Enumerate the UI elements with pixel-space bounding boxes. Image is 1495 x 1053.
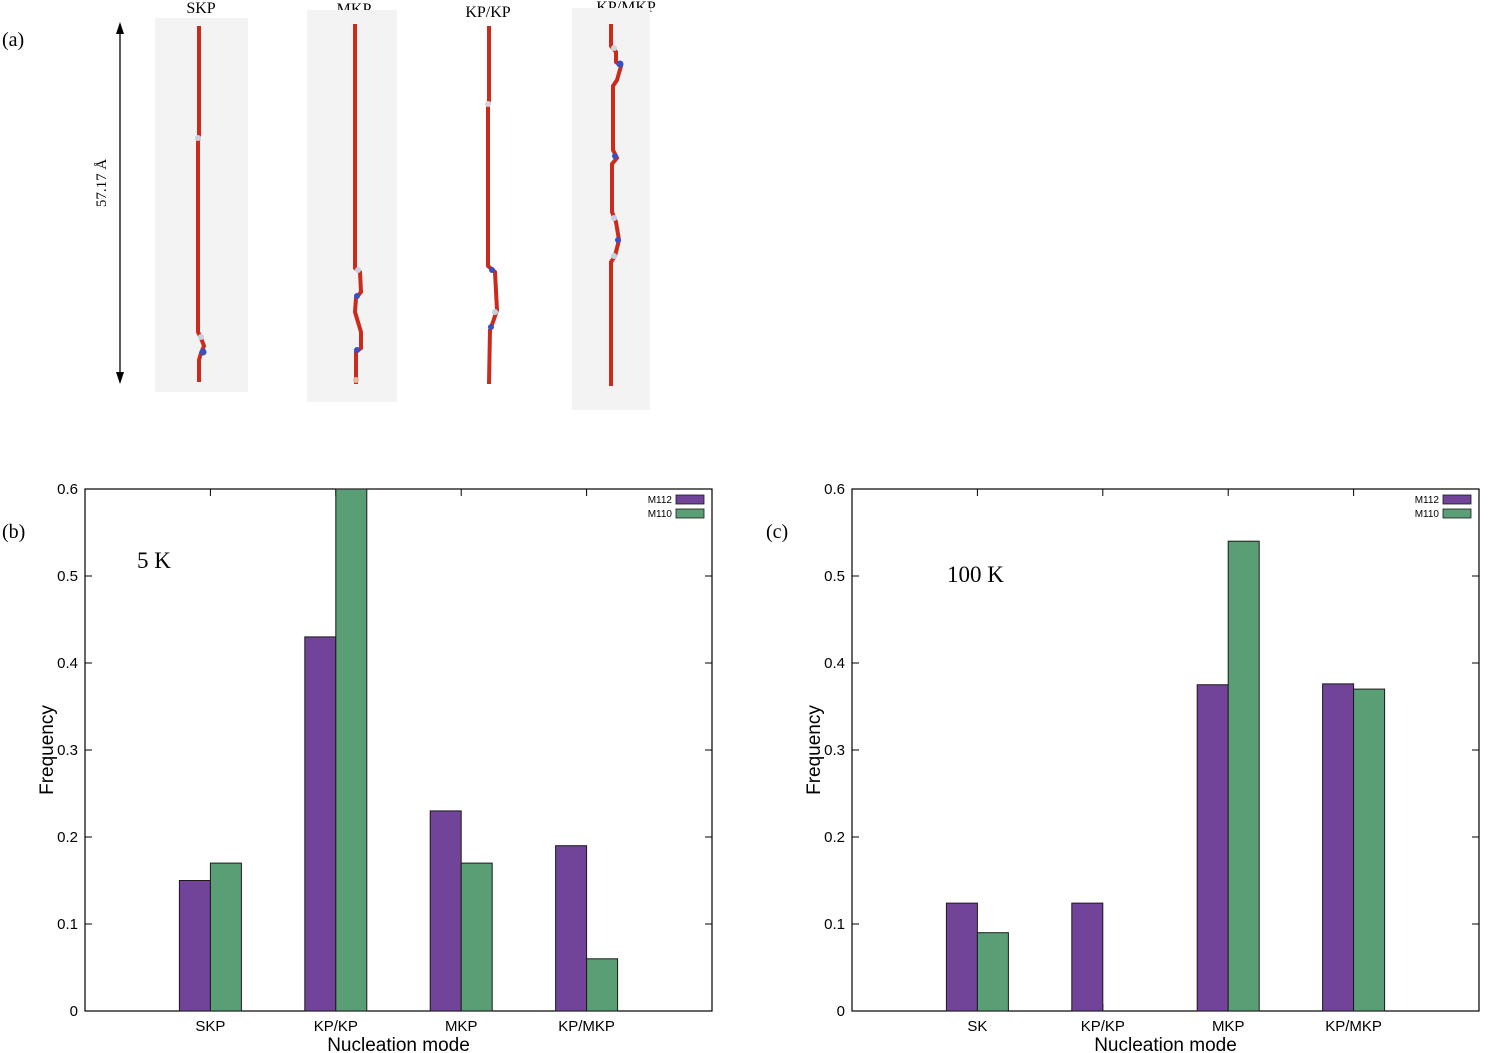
column-title-skp: SKP bbox=[186, 0, 215, 17]
y-tick-label: 0.5 bbox=[57, 568, 78, 585]
bar-m112-kp-kp bbox=[304, 636, 337, 1012]
bar-m110-kp-kp bbox=[335, 488, 368, 1012]
y-tick-label: 0.3 bbox=[824, 742, 845, 759]
x-tick-label: KP/MKP bbox=[1325, 1018, 1382, 1035]
y-tick-label: 0 bbox=[70, 1003, 78, 1020]
legend-swatch-m112 bbox=[1442, 494, 1472, 505]
legend: M112 M110 bbox=[1415, 494, 1472, 520]
bar-m112-mkp bbox=[429, 810, 462, 1012]
bar-m112-mkp bbox=[1196, 684, 1229, 1012]
bar-m112-kp-kp bbox=[1071, 902, 1104, 1012]
bar-m110-mkp bbox=[1227, 540, 1260, 1012]
x-tick-labels: SKP KP/KP MKP KP/MKP bbox=[195, 1018, 615, 1035]
bar-m112-kp-mkp bbox=[1322, 683, 1355, 1012]
y-tick-label: 0.2 bbox=[57, 829, 78, 846]
bar-m112-sk bbox=[945, 902, 978, 1012]
legend-swatch-m112 bbox=[675, 494, 705, 505]
panel-a-label: (a) bbox=[2, 29, 24, 51]
y-tick-label: 0.2 bbox=[824, 829, 845, 846]
legend-label-m110: M110 bbox=[1415, 509, 1440, 520]
y-axis-label: Frequency bbox=[37, 705, 58, 795]
bar-m112-skp bbox=[178, 880, 211, 1012]
bar-m110-kp-mkp bbox=[1353, 688, 1386, 1012]
x-tick-label: KP/KP bbox=[1081, 1018, 1125, 1035]
x-tick-label: KP/MKP bbox=[558, 1018, 615, 1035]
legend-label-m110: M110 bbox=[648, 509, 673, 520]
temperature-annotation: 5 K bbox=[137, 548, 171, 573]
dislocation-snapshot-mkp bbox=[307, 10, 397, 402]
dislocation-snapshot-kpkp bbox=[485, 26, 500, 385]
dislocation-snapshot-kpmkp bbox=[572, 8, 650, 410]
bars bbox=[178, 488, 619, 1012]
x-tick-label: MKP bbox=[1212, 1018, 1245, 1035]
x-tick-labels: SK KP/KP MKP KP/MKP bbox=[967, 1018, 1382, 1035]
y-tick-label: 0.4 bbox=[824, 655, 845, 672]
y-tick-labels: 0 0.1 0.2 0.3 0.4 0.5 0.6 bbox=[824, 481, 845, 1020]
bar-chart-5k: (b) 0 0.1 0.2 0.3 0.4 0.5 0.6 SKP KP/KP MKP KP/MK… bbox=[2, 481, 713, 1053]
y-tick-label: 0.1 bbox=[824, 916, 845, 933]
x-tick-label: SKP bbox=[195, 1018, 225, 1035]
panel-c-label: (c) bbox=[766, 521, 788, 543]
panel-a: (a) 57.17 Å SKP MKP KP/KP KP/MKP bbox=[2, 0, 656, 410]
bar-m110-skp bbox=[209, 862, 242, 1012]
y-tick-labels: 0 0.1 0.2 0.3 0.4 0.5 0.6 bbox=[57, 481, 78, 1020]
bars bbox=[945, 540, 1386, 1012]
legend: M112 M110 bbox=[648, 494, 705, 520]
x-tick-label: MKP bbox=[445, 1018, 478, 1035]
bar-m110-kp-mkp bbox=[586, 958, 619, 1012]
x-tick-label: KP/KP bbox=[314, 1018, 358, 1035]
y-tick-label: 0.4 bbox=[57, 655, 78, 672]
temperature-annotation: 100 K bbox=[947, 562, 1004, 587]
x-axis-label: Nucleation mode bbox=[1094, 1035, 1237, 1053]
panel-b-label: (b) bbox=[2, 521, 25, 543]
y-tick-label: 0.5 bbox=[824, 568, 845, 585]
bar-m112-kp-mkp bbox=[555, 845, 588, 1012]
column-title-kpkp: KP/KP bbox=[465, 4, 510, 21]
length-scale-label: 57.17 Å bbox=[94, 159, 110, 208]
dislocation-snapshot-skp bbox=[155, 18, 248, 392]
y-tick-label: 0.6 bbox=[824, 481, 845, 498]
x-tick-label: SK bbox=[967, 1018, 987, 1035]
y-tick-label: 0.3 bbox=[57, 742, 78, 759]
bar-m110-mkp bbox=[460, 862, 493, 1012]
legend-label-m112: M112 bbox=[1415, 495, 1440, 506]
bar-m110-sk bbox=[976, 932, 1009, 1012]
length-scale-arrow bbox=[116, 22, 124, 384]
y-tick-label: 0 bbox=[837, 1003, 845, 1020]
y-tick-label: 0.6 bbox=[57, 481, 78, 498]
x-axis-label: Nucleation mode bbox=[327, 1035, 470, 1053]
bar-chart-100k: (c) 0 0.1 0.2 0.3 0.4 0.5 0.6 SK KP/KP MKP KP/MKP… bbox=[766, 481, 1480, 1053]
legend-swatch-m110 bbox=[675, 508, 705, 519]
legend-label-m112: M112 bbox=[648, 495, 673, 506]
y-axis-label: Frequency bbox=[804, 705, 825, 795]
legend-swatch-m110 bbox=[1442, 508, 1472, 519]
y-tick-label: 0.1 bbox=[57, 916, 78, 933]
